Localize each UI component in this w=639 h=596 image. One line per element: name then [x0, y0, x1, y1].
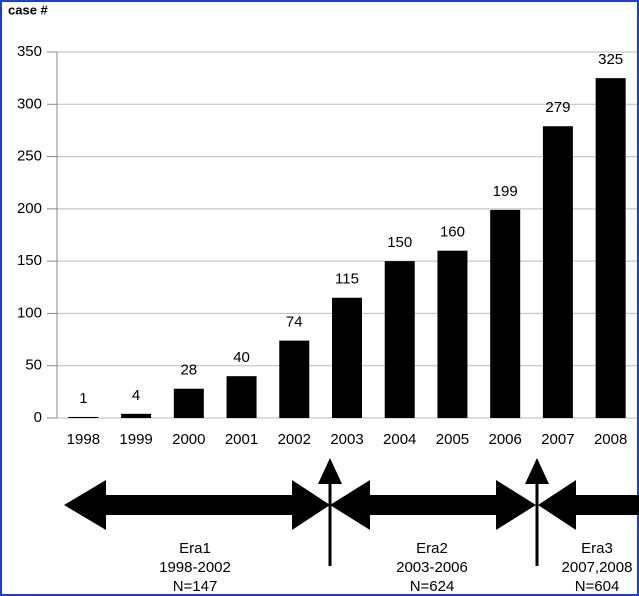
y-tick-label: 100	[17, 304, 42, 321]
y-tick-label: 300	[17, 95, 42, 112]
y-tick-label: 250	[17, 148, 42, 165]
value-label: 1	[79, 390, 87, 407]
value-label: 279	[545, 99, 570, 116]
y-tick-label: 350	[17, 43, 42, 60]
era-label: N=147	[173, 578, 218, 595]
x-tick-label: 2001	[225, 431, 258, 448]
divider-head	[318, 458, 342, 484]
value-label: 150	[387, 234, 412, 251]
y-tick-label: 200	[17, 200, 42, 217]
era-label: 2007,2008	[562, 559, 633, 576]
era2-arrow	[330, 480, 536, 530]
x-tick-label: 2002	[278, 431, 311, 448]
y-tick-label: 0	[34, 409, 42, 426]
bar	[173, 388, 204, 418]
bar	[226, 376, 257, 418]
era-arrows	[64, 458, 639, 566]
bar	[332, 297, 362, 418]
bar	[490, 209, 521, 418]
x-tick-label: 2003	[330, 431, 363, 448]
era-label: Era3	[581, 540, 613, 557]
era3-arrow	[538, 480, 639, 530]
bar	[68, 416, 99, 418]
value-label: 40	[233, 349, 250, 366]
x-tick-label: 2005	[436, 431, 469, 448]
x-tick-label: 2004	[383, 431, 416, 448]
divider-head	[525, 458, 549, 484]
x-tick-label: 1998	[67, 431, 100, 448]
bar	[121, 413, 152, 418]
value-label: 325	[598, 51, 623, 68]
y-tick-label: 150	[17, 252, 42, 269]
x-tick-label: 2007	[541, 431, 574, 448]
bar	[437, 250, 468, 418]
x-tick-label: 2000	[172, 431, 205, 448]
bar	[279, 340, 310, 418]
x-tick-label: 2006	[488, 431, 521, 448]
era-label: Era1	[179, 540, 211, 557]
y-axis-label: case #	[8, 2, 49, 17]
bar	[384, 261, 415, 418]
x-tick-label: 2008	[594, 431, 627, 448]
era-label: 1998-2002	[159, 559, 231, 576]
era-label: N=624	[410, 578, 455, 595]
value-label: 199	[493, 183, 518, 200]
x-tick-label: 1999	[119, 431, 152, 448]
value-label: 160	[440, 224, 465, 241]
value-label: 74	[286, 314, 303, 331]
value-label: 115	[335, 271, 359, 288]
era-label: N=604	[575, 578, 620, 595]
bar	[595, 78, 626, 419]
y-tick-label: 50	[25, 357, 42, 374]
era-label: Era2	[416, 540, 448, 557]
era-label: 2003-2006	[396, 559, 468, 576]
bar	[542, 126, 573, 418]
era1-arrow	[64, 480, 330, 530]
value-label: 4	[132, 387, 140, 404]
value-label: 28	[180, 362, 197, 379]
